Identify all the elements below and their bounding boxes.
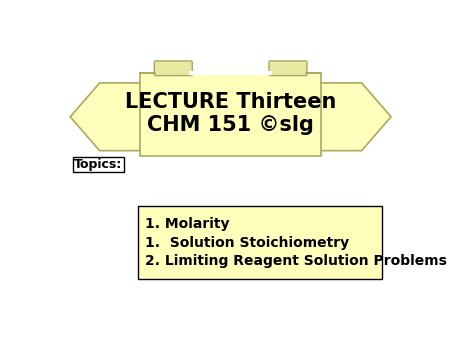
Text: Topics:: Topics:: [74, 158, 122, 171]
Text: 1.  Solution Stoichiometry: 1. Solution Stoichiometry: [145, 236, 350, 250]
FancyBboxPatch shape: [269, 61, 307, 76]
FancyBboxPatch shape: [72, 157, 125, 172]
Text: LECTURE Thirteen: LECTURE Thirteen: [125, 92, 336, 112]
Text: 1. Molarity: 1. Molarity: [145, 217, 230, 232]
FancyBboxPatch shape: [138, 206, 382, 279]
FancyBboxPatch shape: [140, 73, 321, 156]
Polygon shape: [70, 83, 391, 151]
FancyBboxPatch shape: [154, 61, 192, 76]
Text: 2. Limiting Reagent Solution Problems: 2. Limiting Reagent Solution Problems: [145, 254, 447, 268]
Text: CHM 151 ©slg: CHM 151 ©slg: [147, 115, 314, 135]
